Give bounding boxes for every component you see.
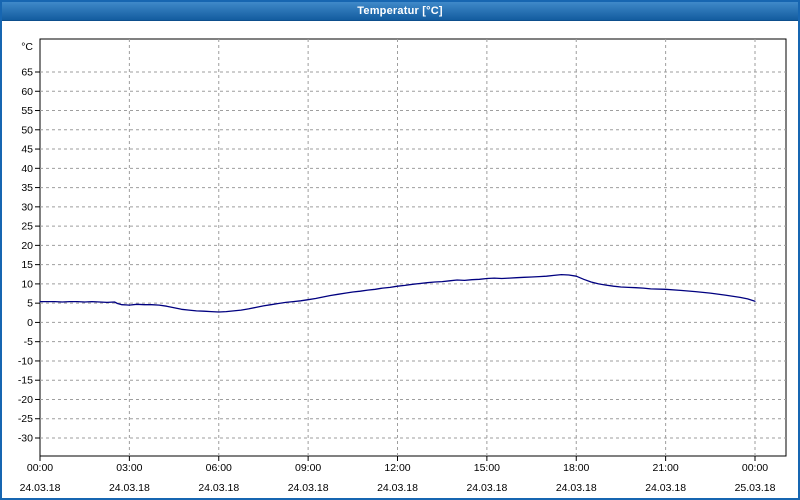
y-tick-label: -20	[18, 394, 33, 406]
plot-area	[39, 38, 787, 457]
x-time-label: 03:00	[116, 462, 142, 474]
x-date-label: 24.03.18	[288, 482, 329, 494]
x-time-label: 09:00	[295, 462, 321, 474]
y-axis-unit-label: °C	[21, 41, 33, 53]
temperature-line	[39, 273, 756, 313]
x-time-label: 15:00	[474, 462, 500, 474]
y-tick-label: 45	[21, 144, 33, 156]
x-date-label: 24.03.18	[20, 482, 61, 494]
y-tick-label: 40	[21, 163, 33, 175]
y-tick-label: -10	[18, 355, 33, 367]
x-date-label: 25.03.18	[735, 482, 776, 494]
y-tick-label: -30	[18, 433, 33, 445]
chart-body: 65 60 55 50 45 40 35 30 25 20 15 10 5 0 -5 -10 -15 -20 -25…	[2, 21, 798, 498]
x-date-label: 24.03.18	[466, 482, 507, 494]
y-tick-label: 35	[21, 182, 33, 194]
x-date-label: 24.03.18	[109, 482, 150, 494]
x-time-label: 00:00	[742, 462, 768, 474]
y-tick-label: 25	[21, 221, 33, 233]
y-tick-label: 10	[21, 278, 33, 290]
window-title: Temperatur [°C]	[357, 5, 443, 17]
y-tick-label: 65	[21, 67, 33, 79]
y-tick-label: 50	[21, 124, 33, 136]
y-tick-label: 55	[21, 105, 33, 117]
x-date-label: 24.03.18	[645, 482, 686, 494]
y-tick-label: -5	[24, 336, 33, 348]
x-date-label: 24.03.18	[556, 482, 597, 494]
y-tick-label: 60	[21, 86, 33, 98]
x-time-label: 18:00	[563, 462, 589, 474]
x-date-label: 24.03.18	[198, 482, 239, 494]
x-time-label: 12:00	[384, 462, 410, 474]
y-tick-label: -25	[18, 413, 33, 425]
y-tick-label: 5	[27, 298, 33, 310]
y-tick-label: -15	[18, 375, 33, 387]
x-time-label: 00:00	[27, 462, 53, 474]
y-tick-label: 30	[21, 201, 33, 213]
y-tick-label: 15	[21, 259, 33, 271]
x-time-label: 06:00	[206, 462, 232, 474]
y-tick-label: 20	[21, 240, 33, 252]
x-time-label: 21:00	[652, 462, 678, 474]
temperature-chart: 65605550454035302520151050-5-10-15-20-25…	[18, 38, 787, 494]
y-tick-label: 0	[27, 317, 33, 329]
x-date-label: 24.03.18	[377, 482, 418, 494]
window-titlebar[interactable]: Temperatur [°C]	[2, 2, 798, 21]
